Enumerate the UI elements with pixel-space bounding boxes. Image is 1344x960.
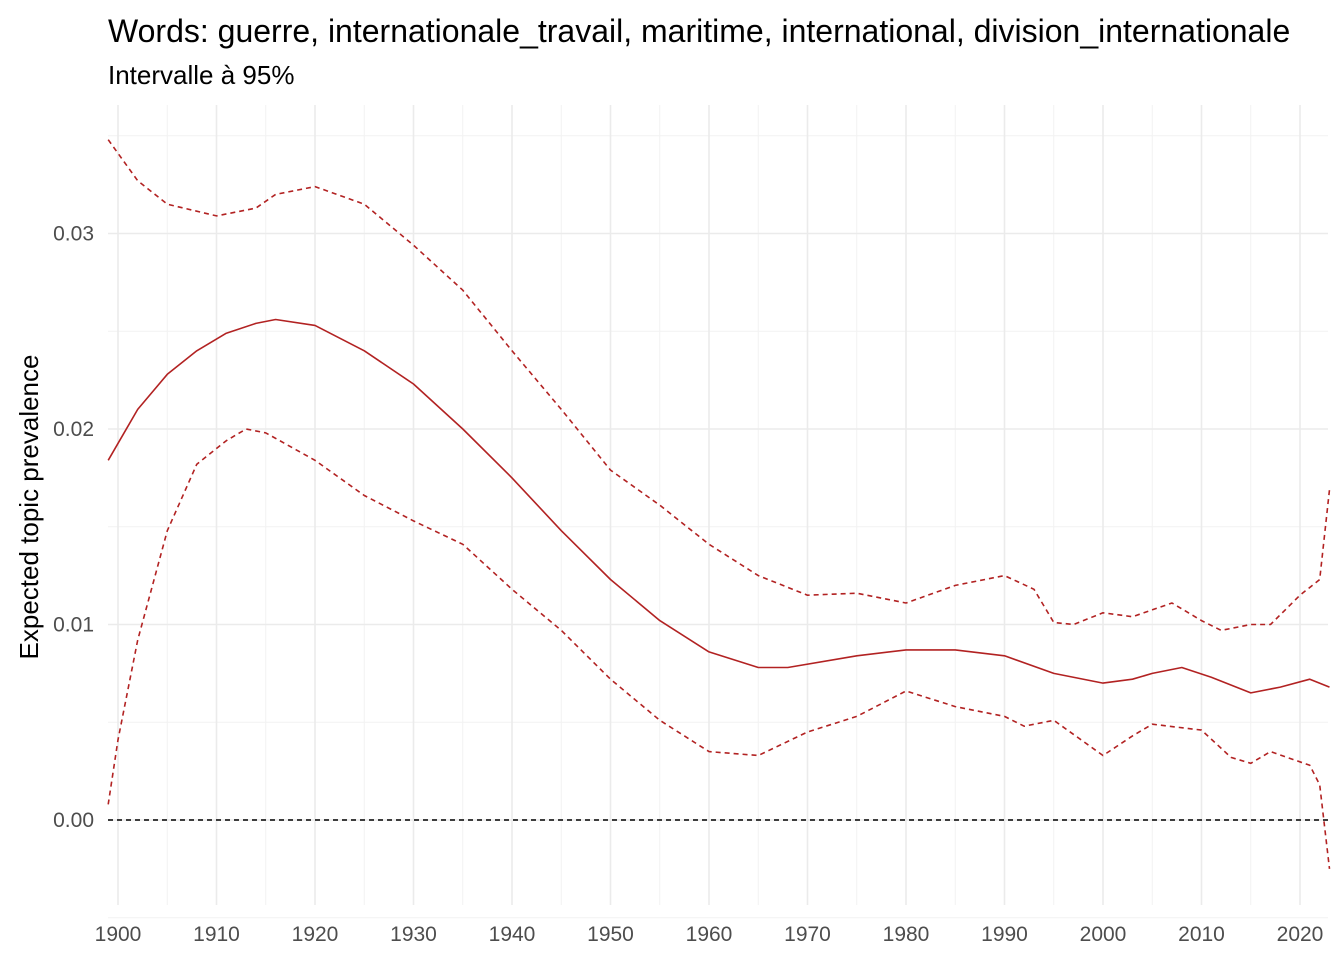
x-tick-label: 1990 <box>981 923 1028 946</box>
x-tick-label: 1940 <box>489 923 536 946</box>
x-tick-label: 1920 <box>292 923 339 946</box>
mean-line <box>107 318 1330 694</box>
x-tick-label: 1980 <box>883 923 930 946</box>
x-tick-label: 1970 <box>784 923 831 946</box>
x-tick-label: 1900 <box>95 923 142 946</box>
chart-title: Words: guerre, internationale_travail, m… <box>108 13 1290 49</box>
series-lines <box>107 139 1331 869</box>
upper-ci-line <box>107 139 1331 632</box>
x-tick-label: 2020 <box>1277 923 1324 946</box>
x-tick-label: 2010 <box>1178 923 1225 946</box>
y-tick-label: 0.01 <box>53 614 94 637</box>
y-axis-label: Expected topic prevalence <box>14 355 44 660</box>
x-tick-label: 1910 <box>193 923 240 946</box>
x-tick-label: 1930 <box>390 923 437 946</box>
y-tick-label: 0.02 <box>53 418 94 441</box>
lower-ci-line <box>107 428 1331 869</box>
y-tick-label: 0.03 <box>53 223 94 246</box>
grid <box>108 105 1328 919</box>
chart-subtitle: Intervalle à 95% <box>108 60 294 90</box>
y-tick-label: 0.00 <box>53 809 94 832</box>
x-tick-label: 2000 <box>1080 923 1127 946</box>
x-tick-label: 1950 <box>587 923 634 946</box>
tick-labels: 1900 1910 1920 1930 1940 1950 1960 1970 1980 1990… <box>53 223 1323 947</box>
x-tick-label: 1960 <box>686 923 733 946</box>
